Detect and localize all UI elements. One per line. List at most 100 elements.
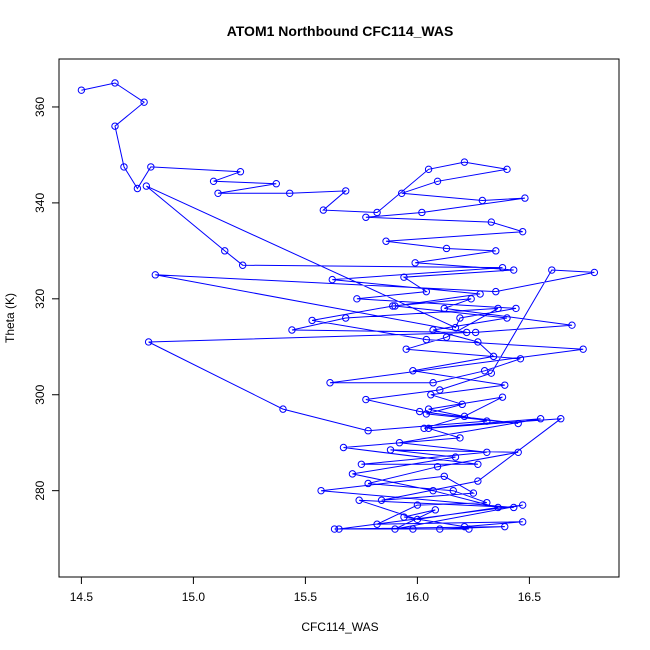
data-point: [433, 462, 442, 471]
data-point: [395, 439, 404, 447]
data-point: [471, 328, 480, 337]
data-point: [422, 287, 431, 296]
data-point: [355, 496, 363, 504]
data-point: [348, 470, 357, 478]
data-point: [373, 520, 381, 528]
data-point: [422, 335, 431, 344]
data-point: [147, 163, 155, 171]
data-point: [236, 168, 245, 176]
data-point: [483, 448, 491, 456]
data-point: [449, 486, 457, 495]
data-point: [111, 122, 119, 130]
data-point: [286, 189, 294, 197]
y-tick-label: 340: [33, 193, 47, 213]
data-point: [308, 316, 316, 325]
series-line: [81, 82, 595, 530]
data-point: [501, 381, 509, 389]
data-point: [221, 247, 229, 255]
data-point: [474, 338, 482, 346]
data-point: [429, 486, 437, 495]
data-point: [456, 314, 464, 322]
data-point: [413, 501, 422, 509]
data-point: [476, 290, 484, 298]
y-tick-label: 360: [33, 97, 47, 117]
data-point: [342, 187, 350, 195]
data-point: [521, 194, 529, 202]
data-point: [568, 321, 576, 329]
data-point: [498, 393, 507, 401]
data-point: [373, 208, 381, 217]
data-point: [483, 417, 491, 425]
data-point: [436, 525, 444, 533]
data-point: [501, 522, 509, 531]
data-point: [494, 304, 502, 313]
data-point: [142, 182, 151, 190]
y-tick-label: 300: [33, 384, 47, 404]
data-point: [427, 391, 435, 399]
data-point: [429, 379, 437, 387]
data-point: [579, 345, 587, 353]
data-point: [411, 259, 419, 267]
data-point: [77, 86, 86, 94]
data-point: [458, 400, 466, 409]
data-point: [389, 302, 397, 310]
data-point: [391, 302, 399, 310]
x-tick-label: 16.0: [406, 590, 430, 604]
data-point: [451, 453, 460, 461]
data-point: [518, 227, 527, 236]
data-point: [492, 287, 500, 296]
data-point: [424, 165, 433, 174]
x-axis: 14.5 15.0 15.5 16.0 16.5: [70, 576, 541, 604]
data-point: [144, 338, 153, 346]
data-point: [214, 189, 222, 197]
data-point: [474, 477, 482, 485]
data-point: [362, 395, 370, 404]
data-point: [451, 323, 460, 332]
data-point: [317, 486, 325, 495]
data-point: [536, 415, 545, 423]
data-point: [111, 79, 119, 87]
data-point: [339, 443, 348, 452]
data-point: [288, 326, 296, 334]
x-axis-label: CFC114_WAS: [301, 620, 378, 634]
data-point: [238, 261, 247, 269]
data-point: [400, 513, 408, 521]
data-point: [364, 479, 372, 488]
data-point: [498, 263, 507, 272]
data-point: [424, 405, 433, 413]
data-point: [353, 295, 361, 303]
data-point: [357, 460, 366, 468]
y-tick-label: 320: [33, 288, 47, 308]
data-point: [503, 314, 511, 322]
data-point: [422, 410, 431, 418]
x-tick-label: 15.5: [294, 590, 318, 604]
data-point: [328, 275, 336, 284]
data-point: [518, 518, 527, 526]
data-point: [424, 424, 433, 433]
data-point: [326, 379, 334, 387]
data-point: [400, 273, 408, 281]
data-point: [478, 196, 487, 205]
data-point: [460, 158, 469, 166]
data-point: [590, 268, 599, 277]
data-point: [272, 180, 280, 188]
data-point: [460, 522, 469, 531]
data-point: [514, 448, 522, 456]
chart-title: ATOM1 Northbound CFC114_WAS: [227, 23, 454, 39]
data-point: [469, 489, 478, 497]
data-point: [377, 496, 386, 504]
data-point: [462, 328, 471, 337]
data-point: [209, 177, 218, 186]
data-point: [279, 405, 287, 413]
data-point: [409, 367, 417, 375]
data-point: [516, 355, 525, 363]
series-polyline: [81, 82, 595, 530]
data-point: [431, 506, 440, 514]
data-point: [503, 165, 511, 174]
data-point: [440, 472, 448, 480]
data-point: [382, 237, 390, 245]
data-point: [409, 525, 417, 533]
data-point: [362, 213, 370, 221]
data-point: [415, 407, 424, 416]
